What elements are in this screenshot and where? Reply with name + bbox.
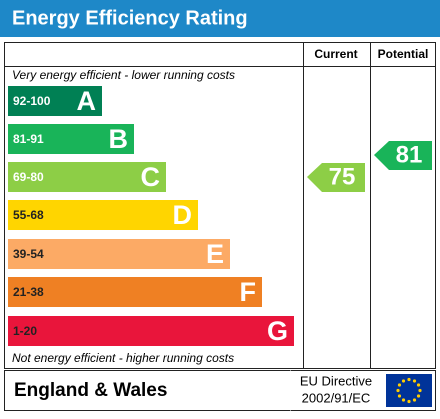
bottom-note: Not energy efficient - higher running co… — [12, 351, 234, 365]
potential-arrow — [374, 141, 432, 170]
current-header: Current — [314, 47, 357, 61]
band-bar — [8, 86, 102, 116]
current-value: 75 — [329, 163, 356, 190]
eu-star — [397, 383, 402, 387]
eu-star — [396, 388, 400, 393]
title-bar — [0, 0, 440, 37]
band-range: 81-91 — [13, 132, 44, 146]
top-note: Very energy efficient - lower running co… — [12, 68, 235, 82]
band-bar — [8, 200, 198, 230]
band-range: 21-38 — [13, 285, 44, 299]
band-letter: G — [267, 316, 288, 346]
title: Energy Efficiency Rating — [12, 7, 248, 29]
band-range: 39-54 — [13, 247, 44, 261]
band-letter: B — [109, 124, 129, 154]
band-bar — [8, 124, 134, 154]
band-bar — [8, 316, 294, 346]
eu-star — [412, 398, 417, 402]
eu-star — [407, 377, 411, 382]
eu-stars — [396, 377, 422, 404]
main-frame — [4, 42, 436, 369]
region: England & Wales — [14, 380, 167, 401]
band-range: 92-100 — [13, 94, 51, 108]
eu-star — [397, 394, 402, 398]
band-range: 1-20 — [13, 324, 37, 338]
band-range: 69-80 — [13, 170, 44, 184]
potential-header: Potential — [378, 47, 429, 61]
band-letter: C — [141, 162, 161, 192]
band-bar — [8, 277, 262, 307]
band-letter: A — [77, 86, 97, 116]
eu-star — [416, 383, 421, 387]
eu-star — [401, 398, 406, 402]
band-range: 55-68 — [13, 208, 44, 222]
current-arrow — [307, 163, 365, 192]
potential-value: 81 — [396, 141, 423, 168]
directive-line1: EU Directive — [300, 373, 372, 388]
band-letter: D — [173, 200, 193, 230]
footer-frame — [4, 370, 436, 411]
directive-line2: 2002/91/EC — [302, 390, 371, 405]
eu-star — [412, 379, 417, 383]
eu-star — [416, 394, 421, 398]
eu-star — [407, 399, 411, 404]
band-letter: E — [206, 239, 224, 269]
band-letter: F — [240, 277, 257, 307]
band-bar — [8, 239, 230, 269]
eu-star — [401, 379, 406, 383]
band-bar — [8, 162, 166, 192]
eu-star — [418, 388, 422, 393]
bands: 92-100 A 81-91 B 69-80 C 55-68 D 39-54 E 21-38 F 1-2… — [8, 86, 294, 346]
